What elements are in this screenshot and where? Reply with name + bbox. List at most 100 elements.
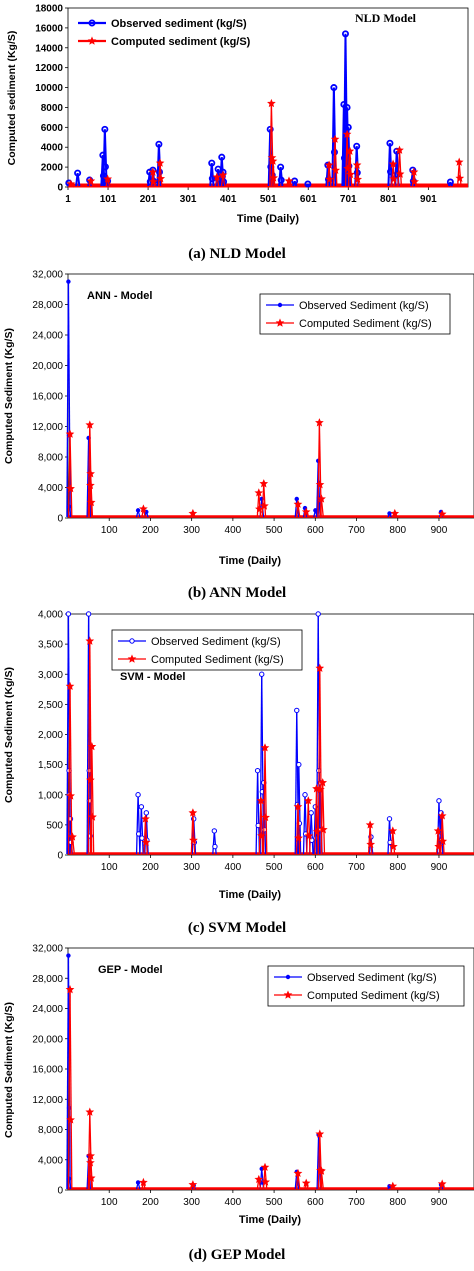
y-tick-label: 8,000 xyxy=(38,1125,63,1136)
x-tick-label: 300 xyxy=(183,1197,200,1208)
y-tick-label: 24,000 xyxy=(32,331,63,342)
data-spike xyxy=(91,746,95,855)
data-point xyxy=(85,420,95,429)
x-tick-label: 100 xyxy=(101,862,118,873)
legend: Observed Sediment (kg/S) Computed Sedimen… xyxy=(259,293,451,335)
data-spike xyxy=(392,164,396,187)
x-tick-label: 200 xyxy=(142,1197,159,1208)
y-tick-label: 14000 xyxy=(35,43,63,54)
data-point xyxy=(291,177,299,185)
chart-title: SVM - Model xyxy=(120,671,185,683)
data-point xyxy=(410,177,419,186)
data-point xyxy=(294,833,303,842)
y-axis-label: Computed Sediment (Kg/S) xyxy=(3,328,15,464)
x-tick-label: 900 xyxy=(431,862,448,873)
y-tick-label: 10000 xyxy=(35,83,63,94)
data-point xyxy=(353,142,361,150)
data-point xyxy=(155,158,165,167)
x-tick-label: 200 xyxy=(142,525,159,536)
data-spike xyxy=(89,473,94,518)
x-axis-label: Time (Daily) xyxy=(219,889,281,901)
legend-marker xyxy=(129,638,135,644)
y-tick-label: 16000 xyxy=(35,23,63,34)
data-point xyxy=(433,826,443,835)
data-point xyxy=(388,842,398,851)
data-point xyxy=(293,499,303,508)
y-tick-label: 24,000 xyxy=(32,1004,63,1015)
data-spike xyxy=(349,151,353,187)
data-spike xyxy=(263,483,267,518)
data-point xyxy=(436,798,442,804)
caption-text: (d) GEP Model xyxy=(189,1247,286,1263)
data-point xyxy=(308,810,314,816)
data-point xyxy=(301,1178,311,1187)
y-tick-label: 4,000 xyxy=(38,1155,63,1166)
data-point xyxy=(330,84,338,92)
data-point xyxy=(446,178,454,186)
x-tick-label: 600 xyxy=(307,525,324,536)
data-point xyxy=(261,1177,270,1186)
legend-label: Computed sediment (kg/S) xyxy=(111,36,251,48)
series-computed xyxy=(65,418,447,518)
y-tick-label: 28,000 xyxy=(32,300,63,311)
data-spike xyxy=(144,818,148,855)
data-point xyxy=(138,804,145,810)
data-spike xyxy=(441,815,445,855)
data-point xyxy=(86,497,96,507)
data-point xyxy=(260,1162,270,1172)
data-point xyxy=(261,812,270,822)
data-point xyxy=(386,139,394,147)
x-tick-label: 700 xyxy=(348,1197,365,1208)
data-point xyxy=(284,176,294,185)
legend-label: Observed Sediment (kg/S) xyxy=(307,972,437,984)
data-point xyxy=(315,479,325,489)
legend-marker xyxy=(127,654,137,663)
data-point xyxy=(139,1177,148,1187)
data-point xyxy=(208,159,216,167)
data-spike xyxy=(258,492,262,518)
legend-marker xyxy=(88,19,96,27)
legend-label: Observed sediment (kg/S) xyxy=(111,18,247,30)
y-tick-label: 32,000 xyxy=(32,270,63,281)
data-point xyxy=(149,177,158,186)
y-axis-label: Computed sediment (Kg/S) xyxy=(6,31,18,166)
data-point xyxy=(303,796,313,805)
x-axis-label: Time (Daily) xyxy=(237,213,299,225)
legend-marker xyxy=(277,302,283,308)
data-spike xyxy=(210,163,215,187)
y-tick-label: 12,000 xyxy=(32,1095,63,1106)
data-point xyxy=(141,814,150,823)
data-point xyxy=(254,1174,264,1184)
data-point xyxy=(454,157,464,166)
data-point xyxy=(389,174,399,183)
data-point xyxy=(103,174,113,183)
chart-2: 0 4,000 8,000 12,000 16,000 20,000 24,000 28,00… xyxy=(3,270,474,567)
legend-marker xyxy=(283,990,293,999)
data-point xyxy=(155,140,163,148)
data-point xyxy=(341,30,349,38)
data-point xyxy=(277,176,285,184)
x-tick-label: 401 xyxy=(220,194,237,205)
x-tick-label: 500 xyxy=(266,1197,283,1208)
data-point xyxy=(188,1180,198,1189)
x-tick-label: 400 xyxy=(225,1197,242,1208)
data-point xyxy=(325,174,335,184)
series-computed xyxy=(66,98,465,188)
data-point xyxy=(331,165,341,175)
y-tick-label: 1,500 xyxy=(38,760,63,771)
data-point xyxy=(388,159,398,168)
x-tick-label: 701 xyxy=(340,194,357,205)
y-tick-label: 8000 xyxy=(41,103,64,114)
y-tick-label: 0 xyxy=(57,851,63,862)
x-tick-label: 500 xyxy=(266,525,283,536)
data-point xyxy=(344,123,352,131)
data-spike xyxy=(297,806,301,855)
data-point xyxy=(66,953,71,958)
data-point xyxy=(395,145,404,154)
y-tick-label: 2,000 xyxy=(38,730,63,741)
data-point xyxy=(388,826,398,835)
data-point xyxy=(386,816,393,822)
y-tick-label: 4,000 xyxy=(38,483,63,494)
series-computed xyxy=(65,636,448,855)
data-point xyxy=(365,820,375,829)
